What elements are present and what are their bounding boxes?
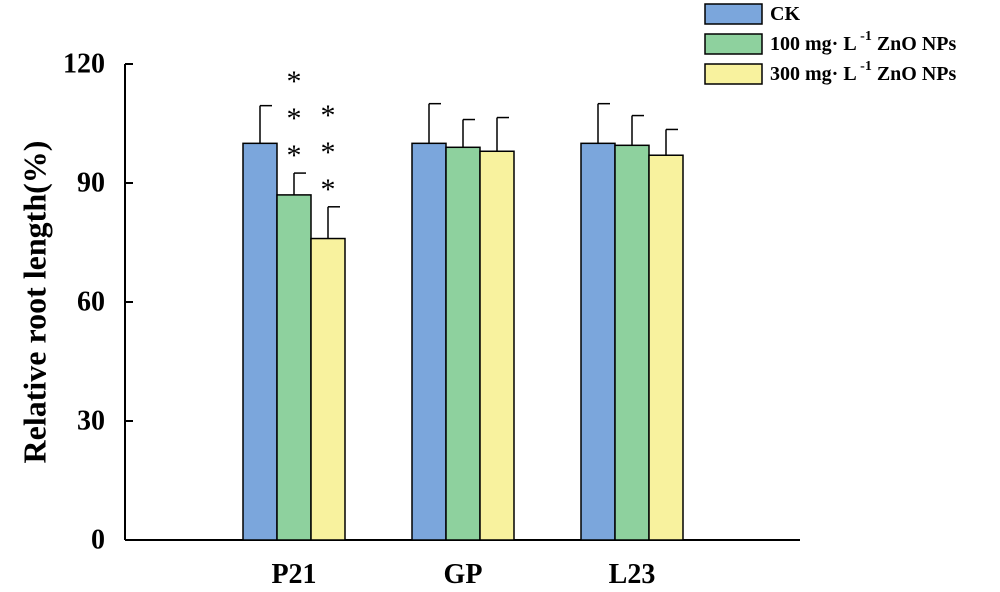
legend-swatch [704, 3, 763, 25]
bar [411, 142, 447, 541]
significance-asterisk: * [287, 65, 302, 98]
significance-asterisk: * [287, 139, 302, 172]
legend-label: 300 mg· L -1 ZnO NPs [770, 59, 957, 86]
significance-asterisk: * [321, 99, 336, 132]
x-tick-label: L23 [609, 559, 656, 590]
bar [479, 150, 515, 541]
y-tick-label: 60 [77, 287, 105, 318]
bar [242, 142, 278, 541]
x-tick-label: GP [444, 559, 483, 590]
legend-swatch [704, 33, 763, 55]
y-tick-label: 0 [91, 525, 105, 556]
y-tick-label: 90 [77, 168, 105, 199]
legend-label: CK [770, 3, 800, 25]
bar [276, 194, 312, 541]
x-tick-label: P21 [271, 559, 316, 590]
significance-asterisk: * [287, 102, 302, 135]
y-axis: 0 30 60 90 120 [63, 49, 133, 556]
bar [648, 154, 684, 541]
y-tick-label: 120 [63, 49, 105, 80]
significance-asterisk: * [321, 136, 336, 169]
legend-swatch [704, 63, 763, 85]
bar [445, 146, 481, 541]
significance-marks: * * * * * * [287, 65, 336, 206]
y-axis-label: Relative root length(%) [16, 141, 52, 464]
bar [580, 142, 616, 541]
y-tick-label: 30 [77, 406, 105, 437]
bar [310, 237, 346, 541]
x-axis: P21 GP L23 [125, 539, 800, 590]
bars [242, 102, 684, 541]
legend-label: 100 mg· L -1 ZnO NPs [770, 29, 957, 56]
significance-asterisk: * [321, 173, 336, 206]
bar [614, 144, 650, 541]
legend: CK 100 mg· L -1 ZnO NPs 300 mg· L -1 ZnO N… [704, 3, 957, 86]
